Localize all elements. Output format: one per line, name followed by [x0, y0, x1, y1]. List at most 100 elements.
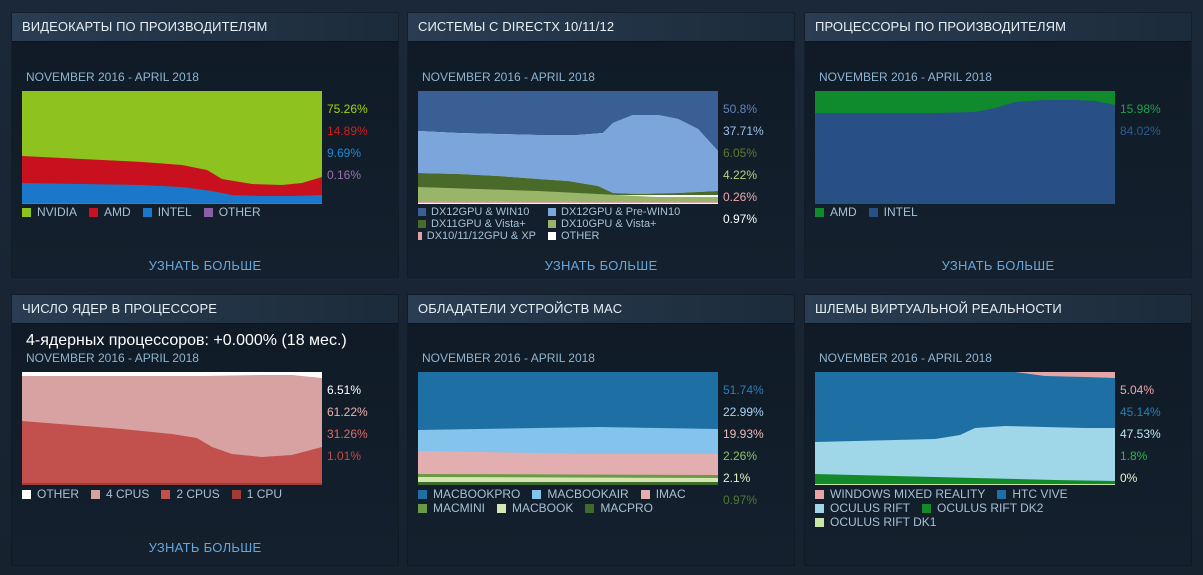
value-imac: 19.93% [723, 427, 764, 441]
legend-label: AMD [830, 205, 857, 219]
legend-item[interactable]: INTEL [868, 205, 918, 219]
panel-cpu-cores: ЧИСЛО ЯДЕР В ПРОЦЕССОРЕ 4-ядерных процес… [12, 295, 398, 565]
legend-item[interactable]: MACPRO [585, 501, 653, 515]
legend-item[interactable]: OTHER [548, 230, 600, 242]
legend-item[interactable]: INTEL [142, 205, 192, 219]
legend-label: HTC VIVE [1012, 487, 1068, 501]
learn-more-link[interactable]: УЗНАТЬ БОЛЬШЕ [148, 258, 262, 273]
value-dx12-prewin10: 37.71% [723, 124, 764, 138]
value-intel: 84.02% [1120, 124, 1161, 138]
value-wmr: 5.04% [1120, 383, 1155, 397]
legend-item[interactable]: OCULUS RIFT [815, 501, 910, 515]
chart-legend: WINDOWS MIXED REALITY HTC VIVE OCULUS RI… [815, 487, 1080, 529]
legend-item[interactable]: DX10GPU & Vista+ [548, 218, 656, 230]
value-2-cpus: 31.26% [327, 427, 368, 441]
value-oculus-rift-dk2: 1.8% [1120, 449, 1148, 463]
legend-item[interactable]: OCULUS RIFT DK1 [815, 515, 936, 529]
legend-swatch [91, 489, 100, 499]
value-dx11-vista: 6.05% [723, 146, 758, 160]
legend-item[interactable]: WINDOWS MIXED REALITY [815, 487, 985, 501]
value-4-cpus: 61.22% [327, 405, 368, 419]
chart-legend: OTHER 4 CPUS 2 CPUS 1 CPU [22, 487, 294, 501]
cpu-cores-area-chart[interactable] [22, 372, 322, 485]
legend-swatch [815, 517, 824, 527]
legend-label: 2 CPUS [176, 487, 220, 501]
chart-legend: NVIDIA AMD INTEL OTHER [22, 205, 273, 219]
legend-item[interactable]: DX11GPU & Vista+ [418, 218, 536, 230]
legend-item[interactable]: HTC VIVE [997, 487, 1068, 501]
legend-item[interactable]: OCULUS RIFT DK2 [922, 501, 1043, 515]
learn-more-link[interactable]: УЗНАТЬ БОЛЬШЕ [148, 540, 262, 555]
legend-item[interactable]: 1 CPU [231, 487, 283, 501]
value-amd: 14.89% [327, 124, 368, 138]
legend-swatch [922, 503, 932, 513]
legend-swatch [22, 207, 31, 217]
legend-item[interactable]: OTHER [22, 487, 79, 501]
chart-legend: DX12GPU & WIN10 DX12GPU & Pre-WIN10 DX11… [418, 206, 692, 242]
legend-item[interactable]: NVIDIA [22, 205, 77, 219]
legend-label: OTHER [561, 230, 600, 242]
legend-item[interactable]: AMD [815, 205, 857, 219]
date-range: NOVEMBER 2016 - APRIL 2018 [819, 70, 992, 84]
value-dx12-win10: 50.8% [723, 102, 758, 116]
cpu-vendor-area-chart[interactable] [815, 91, 1115, 204]
legend-label: DX11GPU & Vista+ [431, 218, 526, 230]
panel-title: ПРОЦЕССОРЫ ПО ПРОИЗВОДИТЕЛЯМ [805, 13, 1191, 42]
date-range: NOVEMBER 2016 - APRIL 2018 [422, 351, 595, 365]
value-amd: 15.98% [1120, 102, 1161, 116]
legend-item[interactable]: OTHER [203, 205, 261, 219]
value-dx10-vista: 4.22% [723, 168, 758, 182]
latest-values: 75.26% 14.89% 9.69% 0.16% [327, 98, 368, 186]
legend-item[interactable]: IMAC [640, 487, 686, 501]
legend-item[interactable]: MACBOOKPRO [418, 487, 520, 501]
panel-directx: СИСТЕМЫ С DIRECTX 10/11/12 NOVEMBER 2016… [408, 13, 794, 277]
panel-title: СИСТЕМЫ С DIRECTX 10/11/12 [408, 13, 794, 42]
legend-item[interactable]: MACBOOKAIR [532, 487, 629, 501]
value-macbookpro: 51.74% [723, 383, 764, 397]
panel-title: ЧИСЛО ЯДЕР В ПРОЦЕССОРЕ [12, 295, 398, 324]
area-oculus-rift-dk1 [815, 484, 1115, 485]
legend-item[interactable]: MACBOOK [497, 501, 573, 515]
learn-more-link[interactable]: УЗНАТЬ БОЛЬШЕ [544, 258, 658, 273]
area-dx12-prewin10 [418, 115, 718, 194]
legend-item[interactable]: 2 CPUS [161, 487, 220, 501]
legend-swatch [418, 220, 426, 228]
legend-label: 1 CPU [246, 487, 283, 501]
legend-swatch [585, 503, 595, 513]
legend-swatch [815, 503, 824, 513]
legend-item[interactable]: 4 CPUS [91, 487, 149, 501]
area-intel [815, 100, 1115, 204]
legend-item[interactable]: AMD [89, 205, 131, 219]
legend-label: NVIDIA [37, 205, 78, 219]
directx-area-chart[interactable] [418, 91, 718, 204]
legend-swatch [89, 207, 99, 217]
legend-item[interactable]: MACMINI [418, 501, 485, 515]
area-dx-xp [418, 202, 718, 203]
legend-swatch [997, 489, 1007, 499]
legend-swatch [231, 489, 241, 499]
value-oculus-rift: 47.53% [1120, 427, 1161, 441]
legend-swatch [418, 208, 426, 216]
mac-area-chart[interactable] [418, 372, 718, 485]
legend-label: IMAC [655, 487, 686, 501]
panel-mac: ОБЛАДАТЕЛИ УСТРОЙСТВ MAC NOVEMBER 2016 -… [408, 295, 794, 565]
legend-swatch [418, 503, 427, 513]
area-intel [22, 183, 322, 204]
legend-item[interactable]: DX10/11/12GPU & XP [418, 230, 536, 242]
date-range: NOVEMBER 2016 - APRIL 2018 [819, 351, 992, 365]
gpu-area-chart[interactable] [22, 91, 322, 204]
vr-area-chart[interactable] [815, 372, 1115, 485]
area-dx12-win10 [418, 91, 718, 151]
legend-label: OTHER [218, 205, 261, 219]
legend-item[interactable]: DX12GPU & WIN10 [418, 206, 536, 218]
value-oculus-rift-dk1: 0% [1120, 471, 1138, 485]
value-htc-vive: 45.14% [1120, 405, 1161, 419]
legend-label: INTEL [157, 205, 192, 219]
legend-swatch [22, 489, 31, 499]
legend-label: MACBOOK [512, 501, 574, 515]
learn-more-link[interactable]: УЗНАТЬ БОЛЬШЕ [941, 258, 1055, 273]
chart-legend: AMD INTEL [815, 205, 930, 219]
date-range: NOVEMBER 2016 - APRIL 2018 [422, 70, 595, 84]
legend-item[interactable]: DX12GPU & Pre-WIN10 [548, 206, 680, 218]
legend-swatch [815, 489, 824, 499]
